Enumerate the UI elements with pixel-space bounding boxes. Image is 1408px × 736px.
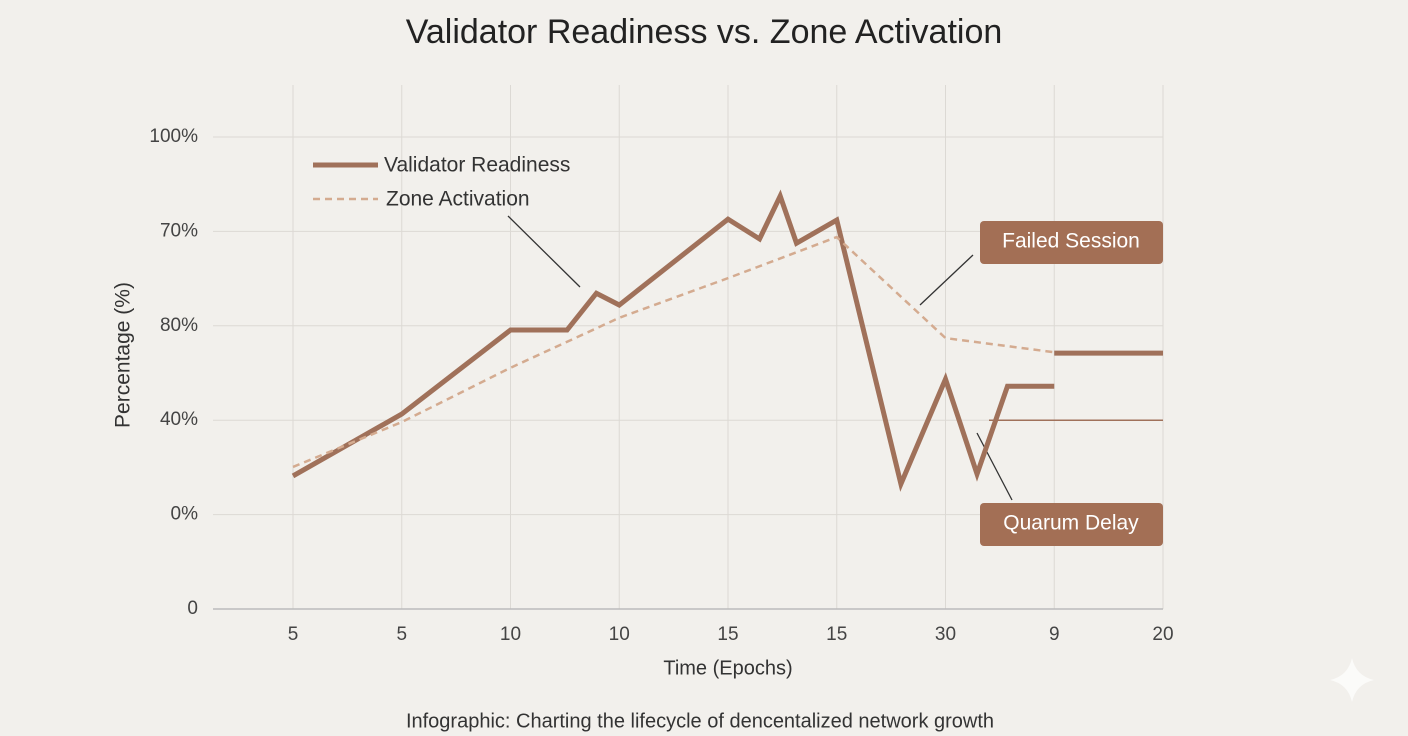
x-tick-label: 9 — [1049, 624, 1060, 645]
annotation-pointer — [976, 432, 1013, 501]
x-tick-label: 15 — [826, 624, 847, 645]
legend-label: Zone Activation — [386, 188, 530, 211]
x-tick-label: 10 — [500, 624, 521, 645]
legend-pointer — [507, 215, 581, 288]
annotation-box — [980, 221, 1163, 264]
x-tick-label: 5 — [288, 624, 299, 645]
annotation-pointer — [919, 254, 974, 306]
y-tick-label: 0% — [171, 504, 199, 525]
y-tick-label: 0 — [187, 598, 198, 619]
y-tick-label: 70% — [160, 220, 198, 241]
x-tick-label: 15 — [717, 624, 738, 645]
series-line — [292, 235, 1055, 469]
x-axis-label: Time (Epochs) — [663, 657, 792, 679]
y-tick-label: 40% — [160, 409, 198, 430]
y-axis-label: Percentage (%) — [112, 282, 135, 428]
annotation-text: Failed Session — [1002, 230, 1140, 253]
series-line — [291, 189, 1163, 492]
x-tick-label: 20 — [1152, 624, 1173, 645]
x-tick-label: 30 — [935, 624, 956, 645]
x-tick-label: 5 — [396, 624, 407, 645]
x-tick-label: 10 — [609, 624, 630, 645]
watermark — [1330, 658, 1374, 702]
y-tick-label: 100% — [149, 126, 198, 147]
annotation-box — [980, 503, 1163, 546]
chart-subtitle: Infographic: Charting the lifecycle of d… — [406, 710, 994, 732]
y-tick-label: 80% — [160, 315, 198, 336]
chart-title: Validator Readiness vs. Zone Activation — [406, 13, 1003, 51]
annotation-text: Quarum Delay — [1003, 512, 1139, 535]
legend-label: Validator Readiness — [384, 154, 570, 177]
